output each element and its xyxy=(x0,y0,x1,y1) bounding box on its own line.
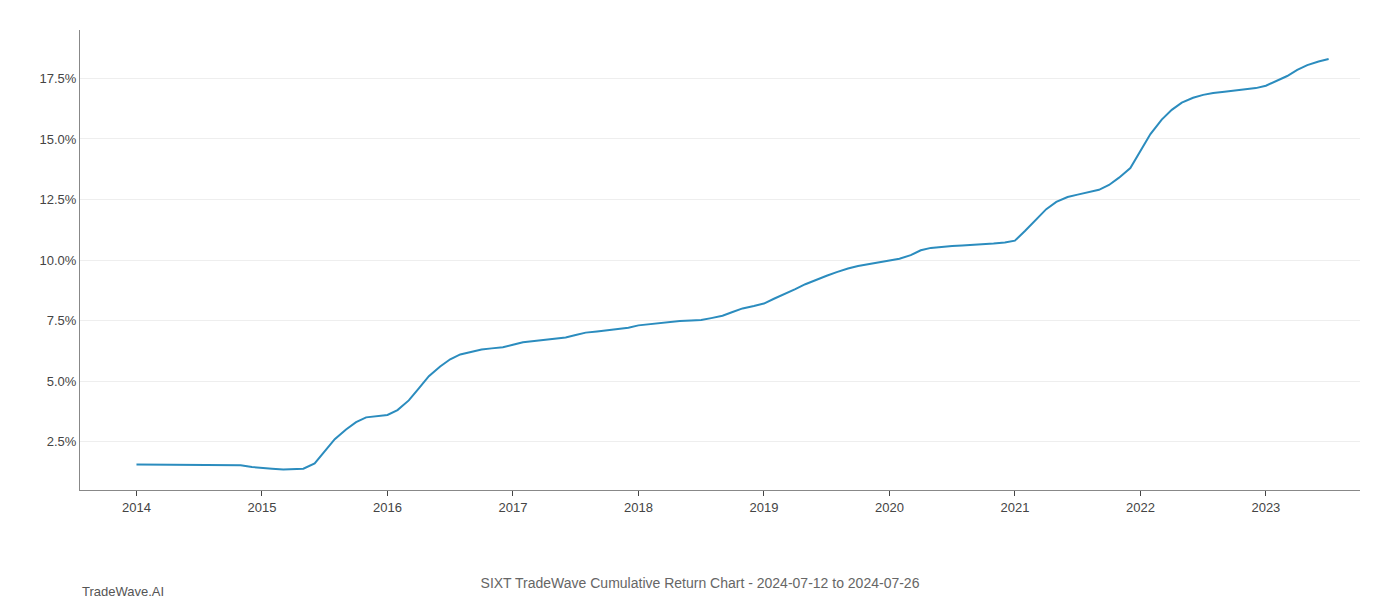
svg-text:2014: 2014 xyxy=(122,500,151,515)
svg-text:2018: 2018 xyxy=(624,500,653,515)
svg-text:2020: 2020 xyxy=(875,500,904,515)
svg-text:2022: 2022 xyxy=(1126,500,1155,515)
svg-text:12.5%: 12.5% xyxy=(40,192,77,207)
svg-text:TradeWave.AI: TradeWave.AI xyxy=(82,584,164,599)
svg-text:2016: 2016 xyxy=(373,500,402,515)
svg-text:2015: 2015 xyxy=(247,500,276,515)
svg-text:2017: 2017 xyxy=(498,500,527,515)
svg-text:7.5%: 7.5% xyxy=(47,313,77,328)
svg-text:15.0%: 15.0% xyxy=(40,132,77,147)
svg-text:SIXT TradeWave Cumulative Retu: SIXT TradeWave Cumulative Return Chart -… xyxy=(481,575,920,591)
svg-text:2021: 2021 xyxy=(1000,500,1029,515)
svg-text:2.5%: 2.5% xyxy=(47,434,77,449)
svg-text:5.0%: 5.0% xyxy=(47,374,77,389)
svg-text:2019: 2019 xyxy=(749,500,778,515)
svg-text:17.5%: 17.5% xyxy=(40,71,77,86)
svg-text:10.0%: 10.0% xyxy=(40,253,77,268)
svg-text:2023: 2023 xyxy=(1251,500,1280,515)
